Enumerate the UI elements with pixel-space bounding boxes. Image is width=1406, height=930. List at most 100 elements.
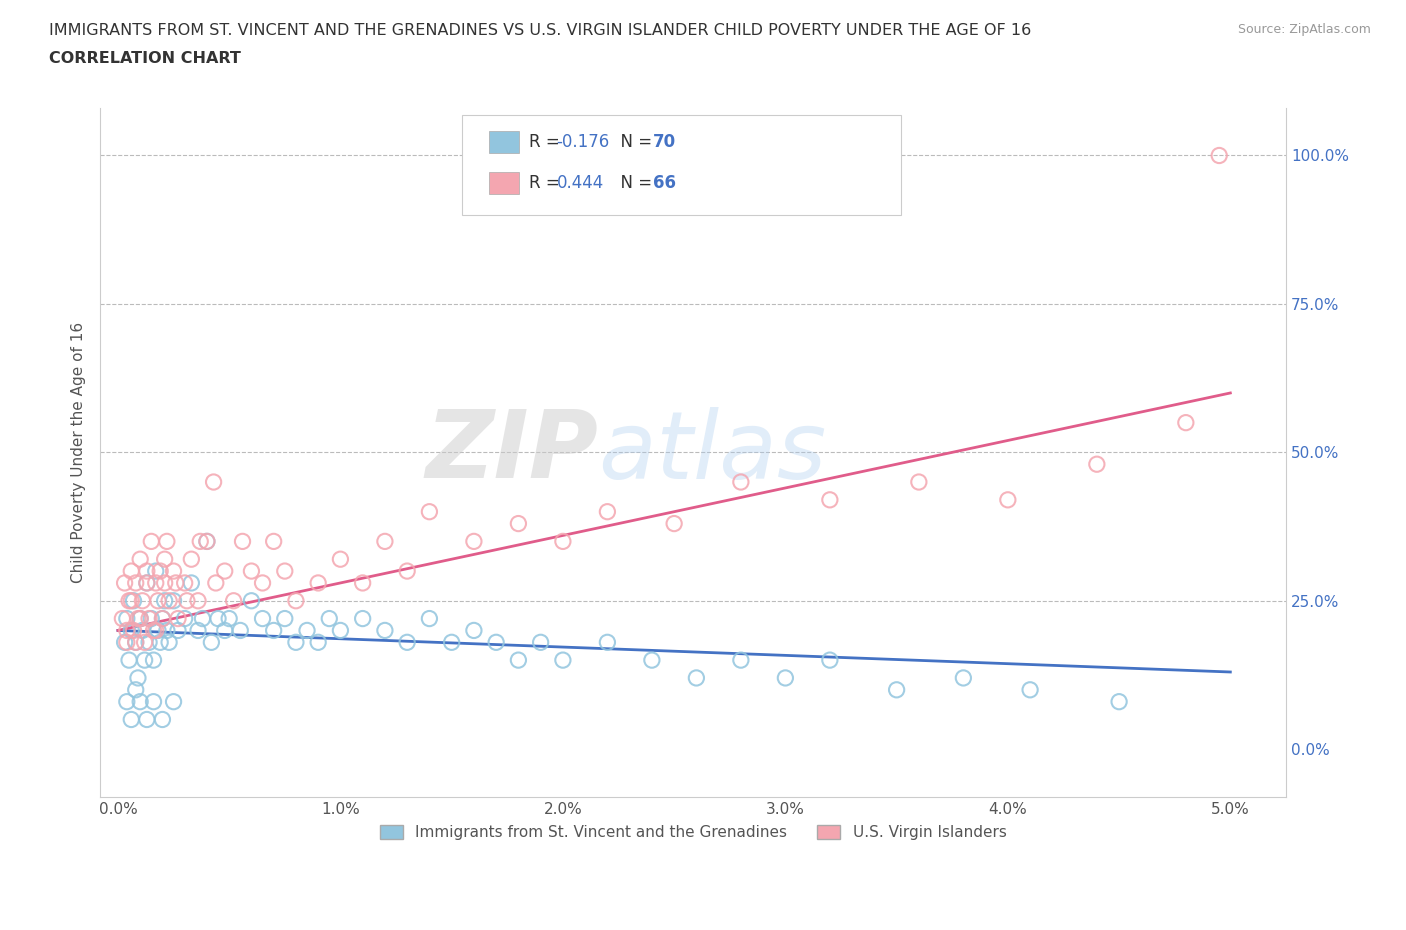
Point bbox=[135, 564, 157, 578]
Point bbox=[191, 611, 214, 626]
Point bbox=[180, 551, 202, 566]
Point bbox=[180, 576, 202, 591]
Point bbox=[120, 712, 142, 727]
Point bbox=[274, 564, 297, 578]
Point bbox=[134, 653, 156, 668]
Point bbox=[218, 611, 240, 626]
Point bbox=[141, 534, 163, 549]
Text: IMMIGRANTS FROM ST. VINCENT AND THE GRENADINES VS U.S. VIRGIN ISLANDER CHILD POV: IMMIGRANTS FROM ST. VINCENT AND THE GREN… bbox=[49, 23, 1032, 38]
Point bbox=[374, 534, 396, 549]
Point bbox=[115, 611, 138, 626]
Point bbox=[374, 623, 396, 638]
Point bbox=[157, 593, 180, 608]
Text: 70: 70 bbox=[652, 133, 676, 151]
Point bbox=[214, 564, 236, 578]
Point bbox=[1085, 457, 1108, 472]
Point bbox=[204, 576, 226, 591]
Point bbox=[730, 474, 752, 489]
Point bbox=[131, 623, 153, 638]
Point bbox=[125, 683, 148, 698]
Point bbox=[463, 623, 485, 638]
Point bbox=[162, 593, 184, 608]
Point bbox=[131, 593, 153, 608]
Point bbox=[129, 611, 152, 626]
Point bbox=[165, 576, 187, 591]
Point bbox=[118, 653, 141, 668]
Point bbox=[152, 611, 174, 626]
Point bbox=[396, 564, 419, 578]
Point bbox=[252, 611, 274, 626]
Point bbox=[127, 611, 149, 626]
Point bbox=[295, 623, 318, 638]
Text: CORRELATION CHART: CORRELATION CHART bbox=[49, 51, 240, 66]
Point bbox=[1108, 694, 1130, 709]
Point bbox=[125, 576, 148, 591]
Point bbox=[596, 504, 619, 519]
Point bbox=[173, 611, 195, 626]
Point bbox=[135, 712, 157, 727]
Point bbox=[818, 492, 841, 507]
Point bbox=[551, 534, 574, 549]
Text: -0.176: -0.176 bbox=[557, 133, 610, 151]
Text: Source: ZipAtlas.com: Source: ZipAtlas.com bbox=[1237, 23, 1371, 36]
Point bbox=[240, 564, 263, 578]
Point bbox=[120, 564, 142, 578]
Point bbox=[318, 611, 340, 626]
Point bbox=[114, 635, 136, 650]
Point bbox=[463, 534, 485, 549]
Point bbox=[127, 671, 149, 685]
Text: ZIP: ZIP bbox=[425, 406, 598, 498]
Point bbox=[1174, 415, 1197, 430]
Point bbox=[596, 635, 619, 650]
Point bbox=[115, 635, 138, 650]
Point bbox=[153, 551, 176, 566]
Point bbox=[187, 593, 209, 608]
Point bbox=[485, 635, 508, 650]
Point bbox=[396, 635, 419, 650]
Point bbox=[129, 551, 152, 566]
Point bbox=[352, 611, 374, 626]
Point bbox=[775, 671, 797, 685]
Point bbox=[231, 534, 253, 549]
Point bbox=[818, 653, 841, 668]
Text: atlas: atlas bbox=[598, 406, 827, 498]
Point bbox=[142, 653, 165, 668]
Point bbox=[162, 564, 184, 578]
Point bbox=[141, 611, 163, 626]
Point bbox=[167, 611, 190, 626]
Text: 0.444: 0.444 bbox=[557, 174, 605, 193]
Point bbox=[214, 623, 236, 638]
Point bbox=[952, 671, 974, 685]
Point bbox=[240, 593, 263, 608]
Point bbox=[908, 474, 931, 489]
Text: N =: N = bbox=[610, 174, 658, 193]
Point bbox=[152, 611, 174, 626]
Point bbox=[118, 593, 141, 608]
Point bbox=[418, 611, 440, 626]
Point bbox=[252, 576, 274, 591]
Point bbox=[167, 623, 190, 638]
Point bbox=[886, 683, 908, 698]
Point bbox=[125, 635, 148, 650]
Point bbox=[120, 623, 142, 638]
Point bbox=[685, 671, 707, 685]
Point bbox=[1019, 683, 1042, 698]
Point bbox=[156, 623, 179, 638]
Point bbox=[135, 576, 157, 591]
Point bbox=[508, 653, 530, 668]
Bar bbox=[489, 131, 519, 153]
Point bbox=[134, 635, 156, 650]
Point bbox=[153, 593, 176, 608]
Point bbox=[156, 534, 179, 549]
Point bbox=[662, 516, 685, 531]
Point bbox=[284, 593, 307, 608]
Text: R =: R = bbox=[530, 133, 565, 151]
Point bbox=[307, 635, 329, 650]
Point bbox=[329, 623, 352, 638]
Point bbox=[145, 564, 167, 578]
Point bbox=[157, 635, 180, 650]
Point bbox=[122, 623, 145, 638]
Point bbox=[129, 694, 152, 709]
Point bbox=[187, 623, 209, 638]
Point bbox=[329, 551, 352, 566]
